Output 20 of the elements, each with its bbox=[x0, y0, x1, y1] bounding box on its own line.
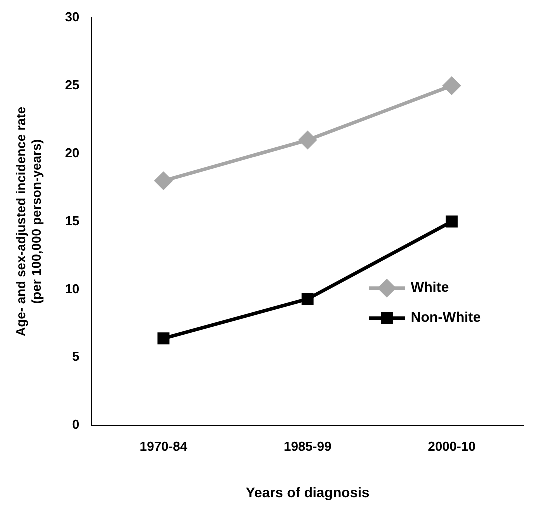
y-tick-label: 20 bbox=[65, 145, 80, 160]
point bbox=[446, 216, 458, 228]
x-tick-label: 1970-84 bbox=[140, 438, 188, 454]
y-tick-label: 30 bbox=[65, 10, 80, 25]
x-tick-label: 2000-10 bbox=[428, 438, 476, 454]
y-tick-label: 15 bbox=[65, 213, 80, 228]
y-tick-label: 10 bbox=[65, 281, 80, 296]
y-tick-label: 5 bbox=[72, 349, 80, 364]
point bbox=[299, 132, 317, 150]
x-axis-title: Years of diagnosis bbox=[246, 484, 370, 500]
point bbox=[154, 172, 172, 190]
point bbox=[443, 77, 461, 95]
y-axis-title: Age- and sex-adjusted incidence rate (per 100,000 person-years) bbox=[13, 106, 44, 337]
y-tick-label: 25 bbox=[65, 78, 80, 93]
x-tick-label: 1985-99 bbox=[284, 438, 332, 454]
point bbox=[158, 332, 170, 345]
point bbox=[302, 293, 314, 306]
legend-label: White bbox=[411, 279, 450, 296]
legend-label: Non-White bbox=[411, 309, 482, 326]
y-tick-label: 0 bbox=[72, 417, 80, 432]
